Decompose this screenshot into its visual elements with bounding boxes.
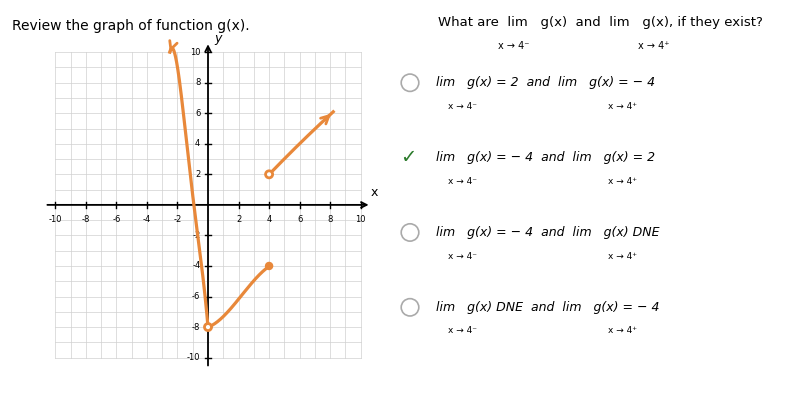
Text: x → 4⁻: x → 4⁻ bbox=[448, 177, 477, 186]
Circle shape bbox=[266, 171, 273, 178]
Circle shape bbox=[401, 224, 419, 241]
Text: x → 4⁺: x → 4⁺ bbox=[638, 41, 670, 51]
Text: x → 4⁺: x → 4⁺ bbox=[608, 327, 637, 335]
Text: 2: 2 bbox=[195, 170, 200, 179]
Text: x → 4⁺: x → 4⁺ bbox=[608, 177, 637, 186]
Text: -4: -4 bbox=[192, 262, 200, 270]
Text: lim   g(x) DNE  and  lim   g(x) = − 4: lim g(x) DNE and lim g(x) = − 4 bbox=[436, 301, 659, 314]
Text: x → 4⁻: x → 4⁻ bbox=[448, 252, 477, 260]
Text: -10: -10 bbox=[49, 215, 62, 224]
Text: 4: 4 bbox=[195, 139, 200, 148]
Text: What are  lim   g(x)  and  lim   g(x), if they exist?: What are lim g(x) and lim g(x), if they … bbox=[438, 16, 762, 29]
Circle shape bbox=[401, 74, 419, 91]
Text: lim   g(x) = − 4  and  lim   g(x) = 2: lim g(x) = − 4 and lim g(x) = 2 bbox=[436, 151, 655, 164]
Circle shape bbox=[401, 299, 419, 316]
Text: lim   g(x) = − 4  and  lim   g(x) DNE: lim g(x) = − 4 and lim g(x) DNE bbox=[436, 226, 659, 239]
Text: ✓: ✓ bbox=[400, 148, 416, 167]
Text: -8: -8 bbox=[192, 323, 200, 332]
Text: 8: 8 bbox=[195, 78, 200, 87]
Text: 10: 10 bbox=[355, 215, 366, 224]
Text: x → 4⁺: x → 4⁺ bbox=[608, 252, 637, 260]
Text: 6: 6 bbox=[297, 215, 302, 224]
Text: 6: 6 bbox=[195, 109, 200, 118]
Text: x → 4⁺: x → 4⁺ bbox=[608, 102, 637, 111]
Text: -6: -6 bbox=[112, 215, 121, 224]
Circle shape bbox=[205, 323, 211, 331]
Text: lim   g(x) = 2  and  lim   g(x) = − 4: lim g(x) = 2 and lim g(x) = − 4 bbox=[436, 76, 655, 89]
Text: x → 4⁻: x → 4⁻ bbox=[448, 327, 477, 335]
Text: -10: -10 bbox=[187, 353, 200, 362]
Text: 10: 10 bbox=[190, 48, 200, 57]
Text: x → 4⁻: x → 4⁻ bbox=[498, 41, 530, 51]
Text: x: x bbox=[370, 186, 378, 199]
Text: y: y bbox=[214, 32, 222, 45]
Text: -4: -4 bbox=[142, 215, 151, 224]
Text: -2: -2 bbox=[192, 231, 200, 240]
Text: Review the graph of function g(x).: Review the graph of function g(x). bbox=[12, 19, 250, 33]
Text: 4: 4 bbox=[266, 215, 272, 224]
Text: -2: -2 bbox=[174, 215, 182, 224]
Circle shape bbox=[266, 262, 273, 269]
Text: 2: 2 bbox=[236, 215, 241, 224]
Text: -6: -6 bbox=[192, 292, 200, 301]
Text: 8: 8 bbox=[327, 215, 333, 224]
Text: -8: -8 bbox=[82, 215, 90, 224]
Text: x → 4⁻: x → 4⁻ bbox=[448, 102, 477, 111]
